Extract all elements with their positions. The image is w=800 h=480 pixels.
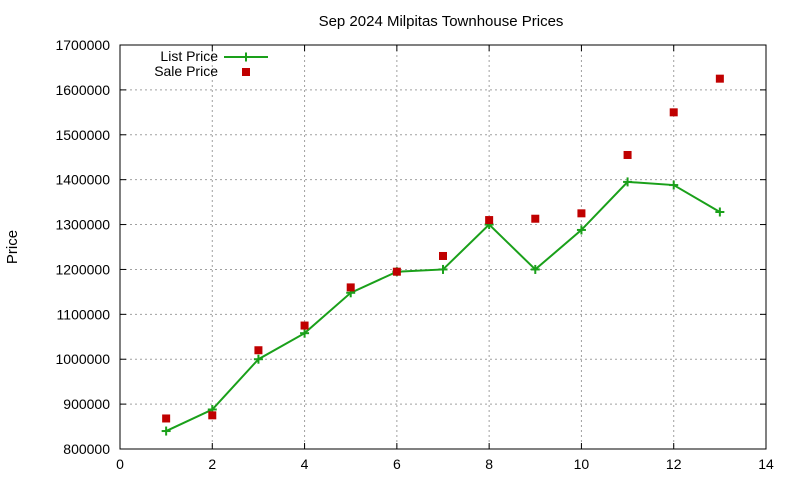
y-tick-label: 1700000	[55, 37, 110, 53]
y-tick-label: 1000000	[55, 351, 110, 367]
list-price-point	[715, 207, 725, 217]
x-tick-label: 2	[208, 456, 216, 472]
x-tick-label: 0	[116, 456, 124, 472]
y-tick-label: 800000	[63, 441, 110, 457]
sale-price-point	[162, 414, 171, 423]
list-price-point	[530, 264, 540, 274]
y-tick-label: 1100000	[57, 306, 111, 322]
legend-swatch-sale-price	[242, 68, 250, 76]
list-price-point	[253, 354, 263, 364]
series-layer	[161, 74, 725, 436]
y-tick-label: 1300000	[55, 217, 110, 233]
sale-price-point	[531, 214, 540, 223]
y-tick-label: 1500000	[55, 127, 110, 143]
list-price-point	[623, 177, 633, 187]
sale-price-point	[715, 74, 724, 83]
sale-price-point	[577, 209, 586, 218]
sale-price-point	[623, 150, 632, 159]
legend-label-list-price: List Price	[160, 48, 218, 64]
sale-price-point	[669, 108, 678, 117]
sale-price-point	[392, 267, 401, 276]
list-price-point	[300, 328, 310, 338]
x-tick-label: 8	[485, 456, 493, 472]
list-price-line	[165, 180, 721, 432]
axis-ticks: 0 2 4 6 8 10 12 14 800000 900000 1000000 1100000 120…	[55, 37, 774, 472]
list-price-point	[576, 225, 586, 235]
list-price-point	[669, 180, 679, 190]
y-axis-label: Price	[4, 230, 21, 264]
x-tick-label: 12	[666, 456, 682, 472]
sale-price-point	[254, 346, 263, 355]
plot-frame	[119, 44, 767, 450]
sale-price-point	[346, 283, 355, 292]
legend: List Price Sale Price	[154, 48, 268, 79]
list-price-point	[438, 264, 448, 274]
list-price-point	[161, 426, 171, 436]
y-tick-label: 1600000	[55, 82, 110, 98]
legend-swatch-list-price-marker	[241, 52, 251, 62]
y-tick-label: 1400000	[55, 172, 110, 188]
sale-price-point	[208, 411, 217, 420]
x-tick-label: 4	[301, 456, 309, 472]
y-tick-label: 900000	[63, 396, 110, 412]
sale-price-point	[485, 216, 494, 225]
x-tick-label: 6	[393, 456, 401, 472]
y-tick-label: 1200000	[55, 261, 110, 277]
x-tick-label: 14	[758, 456, 774, 472]
grid-lines	[120, 45, 766, 449]
x-tick-label: 10	[574, 456, 590, 472]
chart-title: Sep 2024 Milpitas Townhouse Prices	[319, 13, 564, 30]
sale-price-point	[439, 251, 447, 260]
legend-label-sale-price: Sale Price	[154, 63, 218, 79]
sale-price-point	[300, 321, 309, 330]
